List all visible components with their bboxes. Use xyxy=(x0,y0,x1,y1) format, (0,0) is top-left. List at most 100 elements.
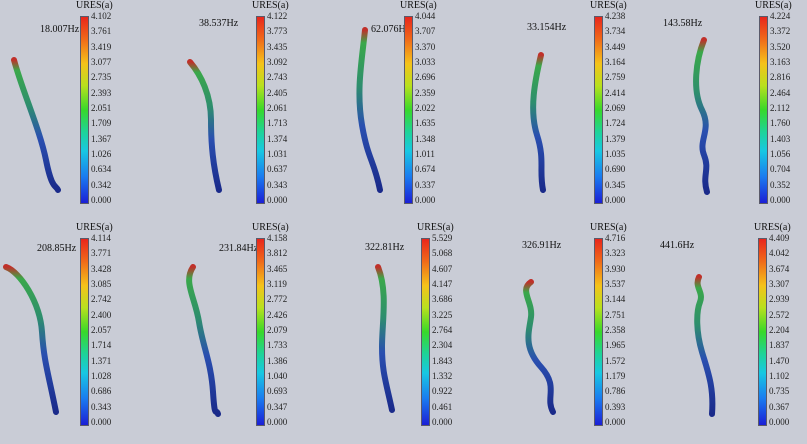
frequency-label: 322.81Hz xyxy=(365,242,405,253)
colorbar-tick-label: 0.674 xyxy=(415,164,436,175)
colorbar-tick-label: 2.743 xyxy=(267,72,288,83)
colorbar-title: URES(a) xyxy=(76,0,113,11)
colorbar-tick-label: 2.759 xyxy=(605,72,626,83)
colorbar-tick-label: 3.707 xyxy=(415,26,436,37)
colorbar-tick-label: 2.051 xyxy=(91,103,112,113)
colorbar-tick-label: 1.040 xyxy=(267,371,288,381)
colorbar-tick-label: 1.386 xyxy=(267,355,288,366)
colorbar-tick-label: 3.119 xyxy=(267,279,287,289)
mode-shape-image xyxy=(11,57,61,193)
beam-shape xyxy=(356,27,383,193)
colorbar-tick-label: 0.337 xyxy=(415,179,436,190)
mode-panel: 326.91Hz URES(a) 4.716 3.323 3.930 3.537 3.144… xyxy=(483,222,644,444)
colorbar-tick-label: 2.359 xyxy=(415,87,436,98)
colorbar-tick-label: 0.690 xyxy=(605,164,626,175)
colorbar-ticks: 4.122 3.773 3.435 3.092 2.743 2.405 2.061 1.713… xyxy=(267,11,307,205)
colorbar-tick-label: 0.000 xyxy=(415,195,436,205)
colorbar-tick-label: 3.465 xyxy=(267,263,288,274)
colorbar-tick-label: 2.772 xyxy=(267,294,288,305)
colorbar-tick-label: 4.044 xyxy=(415,11,436,21)
mode-panel: 441.6Hz URES(a) 4.409 4.042 3.674 3.307 2.939 2… xyxy=(644,222,805,444)
mode-shape-image xyxy=(375,264,395,413)
beam-shape xyxy=(186,264,221,417)
colorbar-tick-label: 1.635 xyxy=(415,118,436,129)
colorbar-tick-label: 2.764 xyxy=(432,325,453,335)
colorbar-tick-label: 0.342 xyxy=(91,179,112,190)
colorbar-tick-label: 2.414 xyxy=(605,87,626,98)
colorbar-tick-label: 1.713 xyxy=(267,118,288,129)
colorbar-tick-label: 1.837 xyxy=(769,340,790,351)
colorbar-tick-label: 1.572 xyxy=(605,355,626,366)
colorbar-tick-label: 4.238 xyxy=(605,11,626,21)
colorbar-tick-label: 3.435 xyxy=(267,41,288,52)
colorbar-tick-label: 2.751 xyxy=(605,309,626,320)
colorbar xyxy=(759,16,768,204)
colorbar-tick-label: 2.112 xyxy=(770,103,790,113)
colorbar-tick-label: 1.035 xyxy=(605,149,626,159)
colorbar-tick-label: 1.470 xyxy=(769,355,790,366)
colorbar xyxy=(421,238,430,426)
colorbar-tick-label: 0.000 xyxy=(267,417,288,427)
colorbar-tick-label: 0.000 xyxy=(605,417,626,427)
frequency-label: 231.84Hz xyxy=(219,243,259,254)
colorbar-tick-label: 0.000 xyxy=(770,195,791,205)
colorbar-tick-label: 3.370 xyxy=(415,41,436,52)
colorbar-tick-label: 2.022 xyxy=(415,103,436,113)
colorbar-tick-label: 0.637 xyxy=(267,164,288,175)
colorbar-ticks: 4.224 3.372 3.520 3.163 2.816 2.464 2.112 1.760… xyxy=(770,11,807,205)
beam-shape xyxy=(693,37,710,195)
colorbar-tick-label: 2.393 xyxy=(91,87,112,98)
frequency-label: 441.6Hz xyxy=(660,240,695,251)
colorbar-tick-label: 3.771 xyxy=(91,248,112,259)
colorbar-ticks: 4.716 3.323 3.930 3.537 3.144 2.751 2.358 1.965… xyxy=(605,233,645,427)
colorbar-tick-label: 1.102 xyxy=(769,371,790,381)
colorbar-tick-label: 4.114 xyxy=(91,233,111,243)
colorbar-tick-label: 3.930 xyxy=(605,263,626,274)
colorbar-tick-label: 2.204 xyxy=(769,325,790,335)
colorbar-tick-label: 0.634 xyxy=(91,164,112,175)
colorbar-ticks: 4.158 3.812 3.465 3.119 2.772 2.426 2.079 1.733… xyxy=(267,233,307,427)
mode-panel: 62.076Hz URES(a) 4.044 3.707 3.370 3.033 2.696… xyxy=(322,0,483,222)
colorbar xyxy=(256,238,265,426)
colorbar-tick-label: 3.686 xyxy=(432,294,453,305)
colorbar-tick-label: 3.761 xyxy=(91,26,112,37)
colorbar-tick-label: 0.352 xyxy=(770,179,791,190)
mode-panel: 18.007Hz URES(a) 4.102 3.761 3.419 3.077 2.735… xyxy=(0,0,161,222)
colorbar-tick-label: 3.163 xyxy=(770,57,791,67)
mode-panel: 231.84Hz URES(a) 4.158 3.812 3.465 3.119 2.772… xyxy=(161,222,322,444)
colorbar-tick-label: 3.307 xyxy=(769,279,790,289)
colorbar-title: URES(a) xyxy=(76,222,113,233)
beam-shape xyxy=(523,279,556,415)
beam-shape xyxy=(3,264,59,415)
colorbar-tick-label: 2.696 xyxy=(415,72,436,83)
colorbar-ticks: 4.044 3.707 3.370 3.033 2.696 2.359 2.022 1.635… xyxy=(415,11,455,205)
mode-shape-image xyxy=(694,274,716,417)
colorbar-tick-label: 4.147 xyxy=(432,279,453,289)
colorbar-tick-label: 1.028 xyxy=(91,371,112,381)
colorbar-tick-label: 0.367 xyxy=(769,401,790,412)
colorbar-tick-label: 1.367 xyxy=(91,133,112,144)
colorbar xyxy=(80,238,89,426)
colorbar-tick-label: 1.348 xyxy=(415,133,436,144)
frequency-label: 18.007Hz xyxy=(40,24,80,35)
frequency-label: 326.91Hz xyxy=(522,240,562,251)
frequency-label: 33.154Hz xyxy=(527,22,567,33)
colorbar-tick-label: 1.026 xyxy=(91,149,112,159)
colorbar-ticks: 4.102 3.761 3.419 3.077 2.735 2.393 2.051 1.709… xyxy=(91,11,131,205)
colorbar-tick-label: 0.000 xyxy=(605,195,626,205)
colorbar-tick-label: 0.686 xyxy=(91,386,112,397)
colorbar-ticks: 5.529 5.068 4.607 4.147 3.686 3.225 2.764 2.304… xyxy=(432,233,472,427)
colorbar xyxy=(594,16,603,204)
colorbar-tick-label: 3.419 xyxy=(91,41,112,52)
colorbar-ticks: 4.114 3.771 3.428 3.085 2.742 2.400 2.057 1.714… xyxy=(91,233,131,427)
colorbar-ticks: 4.409 4.042 3.674 3.307 2.939 2.572 2.204 1.837… xyxy=(769,233,807,427)
colorbar-tick-label: 4.716 xyxy=(605,233,626,243)
mode-shape-image xyxy=(530,52,546,193)
colorbar-tick-label: 0.786 xyxy=(605,386,626,397)
colorbar-tick-label: 3.077 xyxy=(91,57,112,67)
frequency-label: 208.85Hz xyxy=(37,243,77,254)
colorbar-tick-label: 1.031 xyxy=(267,149,288,159)
colorbar-tick-label: 3.092 xyxy=(267,57,288,67)
mode-panel: 33.154Hz URES(a) 4.238 3.734 3.449 3.164 2.759… xyxy=(483,0,644,222)
colorbar-tick-label: 1.374 xyxy=(267,133,288,144)
